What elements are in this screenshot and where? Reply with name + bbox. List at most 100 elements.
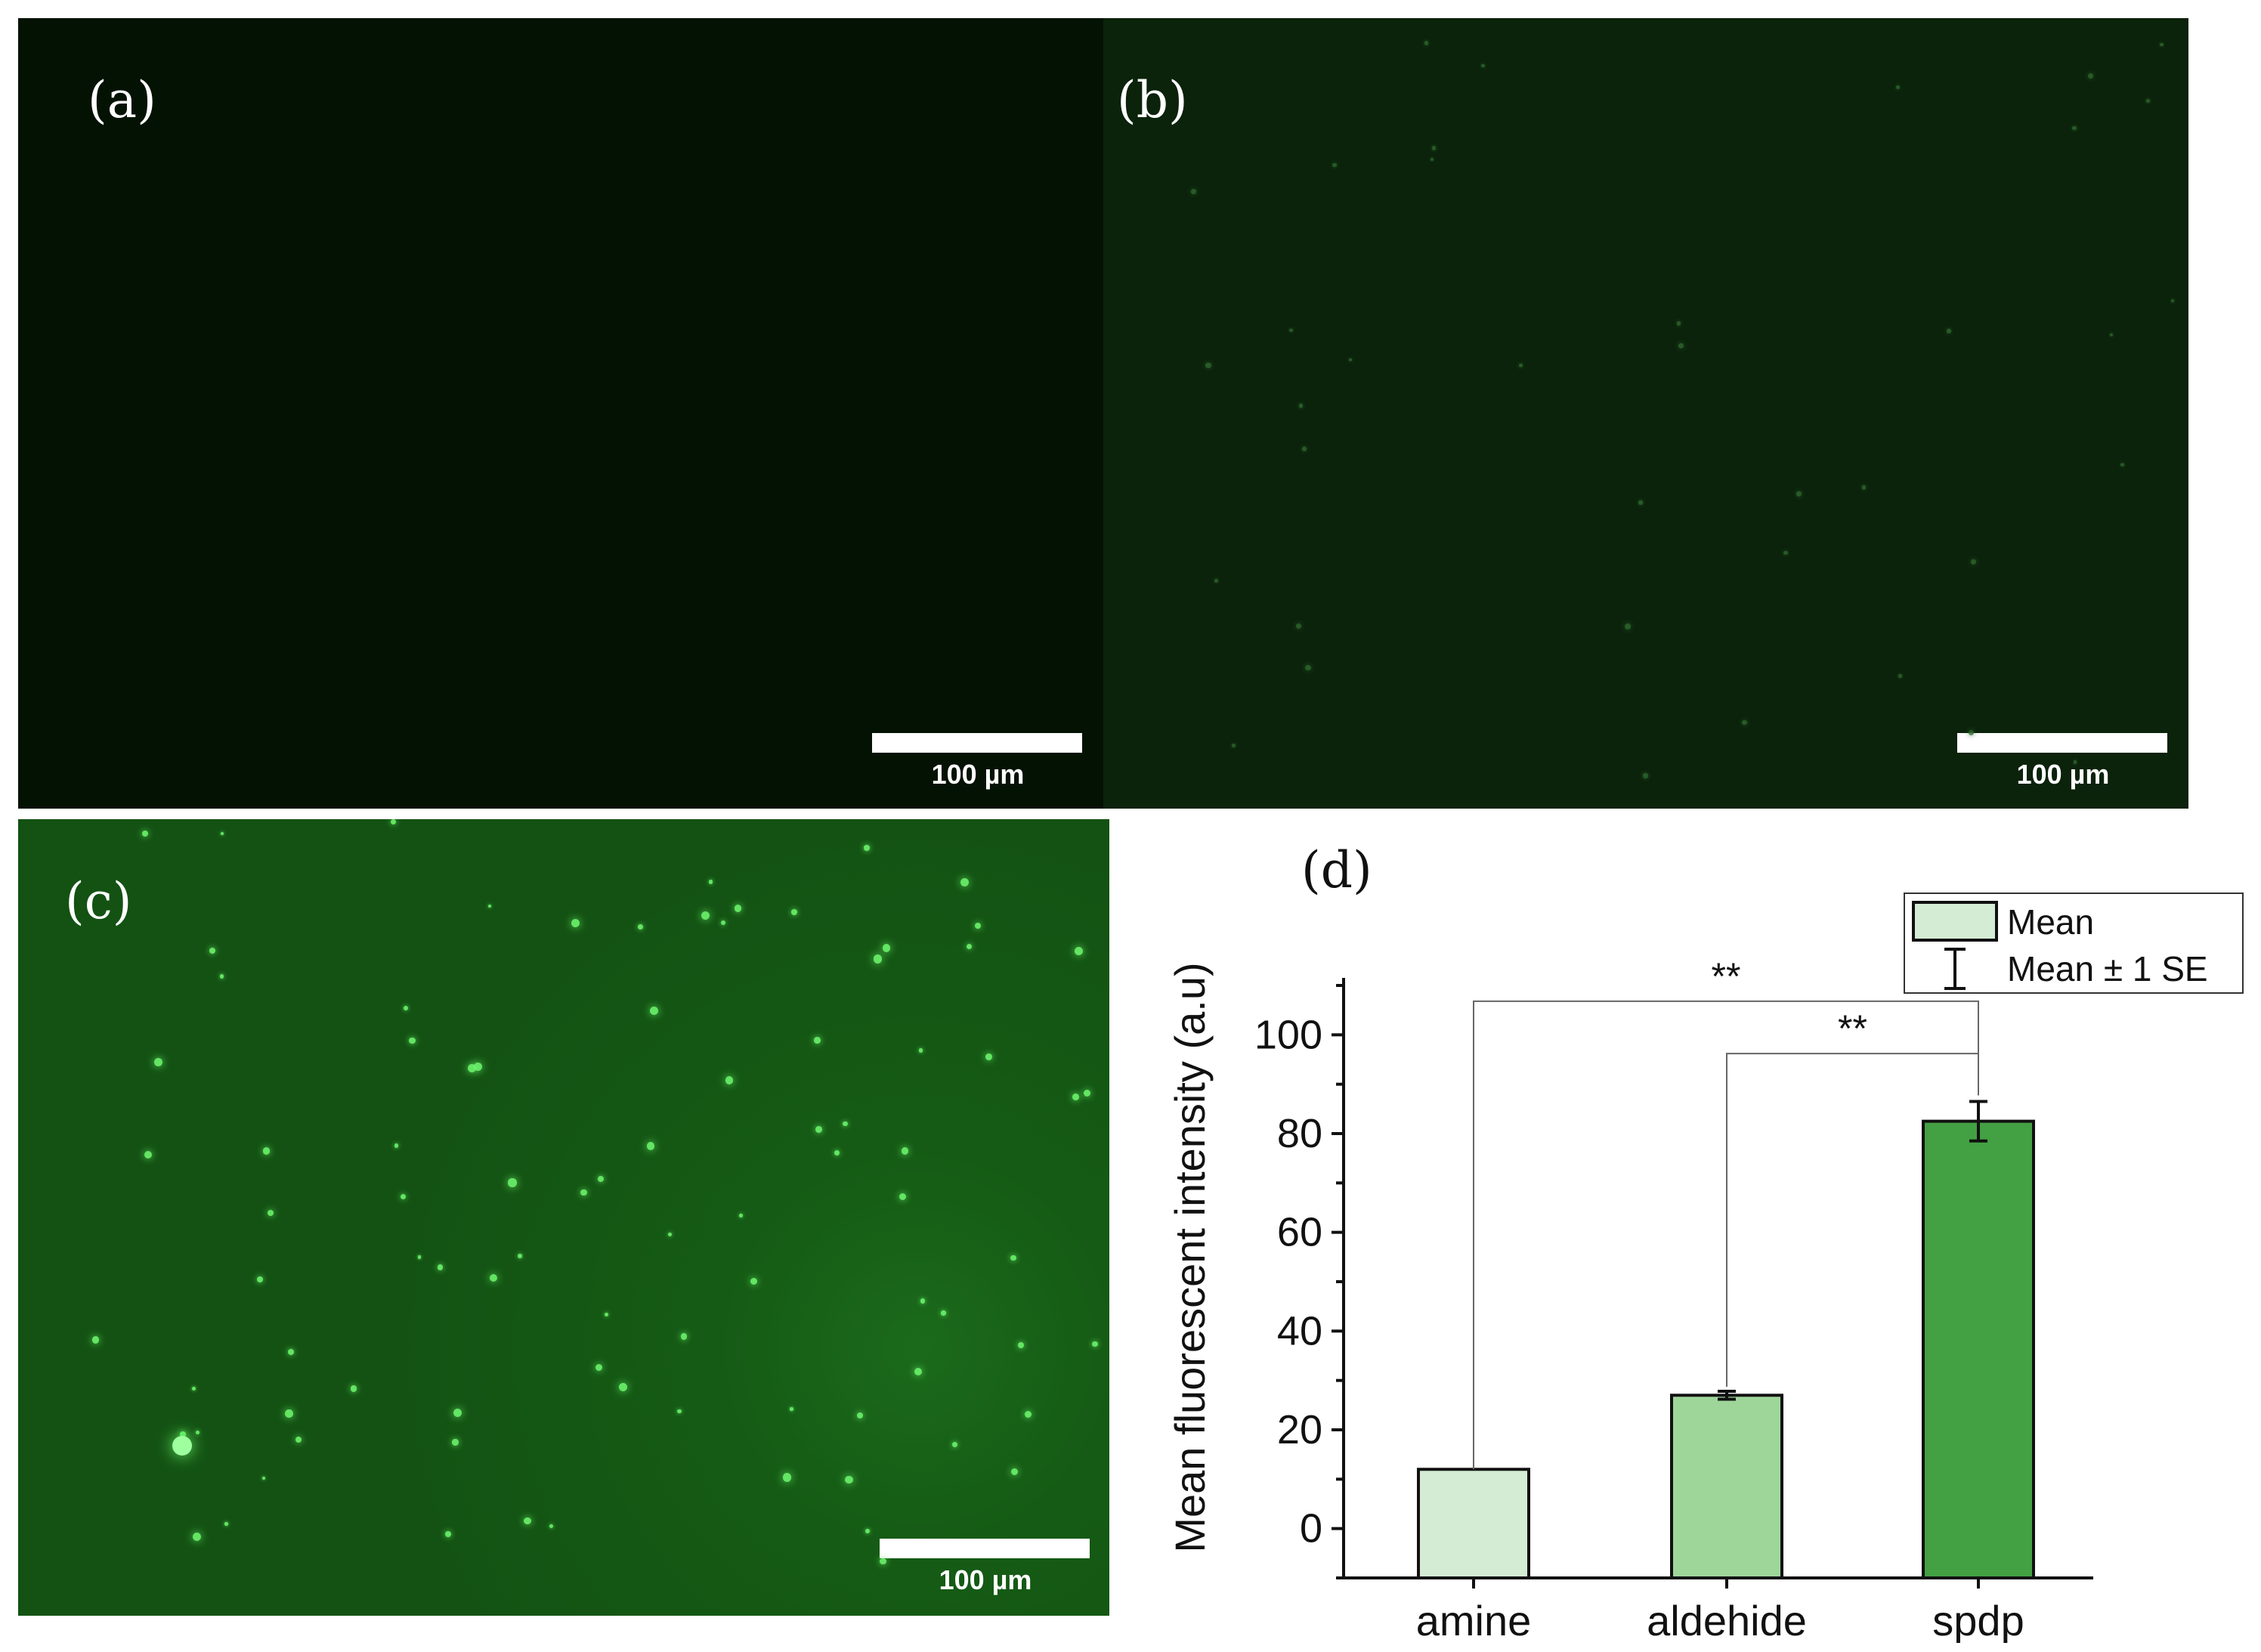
- fluorescent-spot: [1302, 447, 1307, 451]
- fluorescent-spot: [417, 1255, 421, 1259]
- x-tick-label-amine: amine: [1416, 1597, 1532, 1643]
- fluorescent-spot: [1349, 357, 1353, 361]
- legend-label-mean: Mean: [2007, 902, 2094, 942]
- x-tick-label-aldehide: aldehide: [1647, 1597, 1807, 1643]
- fluorescent-spot: [1432, 146, 1437, 150]
- scale-label-b: 100 µm: [2016, 759, 2110, 790]
- fluorescent-spot: [2145, 99, 2150, 103]
- fluorescent-spot: [2072, 125, 2077, 131]
- legend-swatch-mean: [1912, 901, 1998, 942]
- fluorescent-spot: [1305, 664, 1311, 671]
- fluorescent-spot: [524, 1517, 532, 1525]
- fluorescent-spot: [91, 1336, 100, 1344]
- fluorescent-spot: [1332, 162, 1337, 168]
- fluorescent-spot: [394, 1143, 399, 1148]
- fluorescent-spot: [192, 1386, 196, 1391]
- scale-label-a: 100 µm: [931, 759, 1025, 790]
- fluorescent-spot: [618, 1382, 627, 1391]
- y-tick-label: 100: [1254, 1012, 1322, 1057]
- scale-bar-a: [872, 733, 1082, 753]
- fluorescent-spot: [444, 1530, 452, 1538]
- fluorescent-spot: [1205, 362, 1211, 368]
- fluorescent-spot: [734, 905, 741, 912]
- fluorescent-spot: [834, 1149, 840, 1155]
- micrograph-panel-b: (b) 100 µm: [1103, 18, 2188, 809]
- fluorescent-spot: [1624, 623, 1631, 630]
- fluorescent-spot: [843, 1121, 849, 1127]
- fluorescent-spot: [295, 1436, 302, 1443]
- fluorescent-spot: [180, 1431, 187, 1438]
- fluorescent-spot: [782, 1473, 792, 1482]
- fluorescent-spot: [638, 923, 644, 930]
- fluorescent-spot: [595, 1363, 602, 1372]
- fluorescent-spot: [1970, 558, 1977, 565]
- fluorescent-spot: [960, 878, 970, 887]
- fluorescent-spot: [864, 845, 870, 851]
- fluorescent-spot: [873, 954, 883, 964]
- legend-errorbar-icon: [1944, 948, 1966, 990]
- fluorescent-spot: [437, 1264, 444, 1270]
- fluorescent-spot: [914, 1367, 922, 1375]
- fluorescent-spot: [1072, 1093, 1079, 1100]
- fluorescent-spot: [487, 904, 491, 908]
- fluorescent-spot: [1678, 342, 1684, 349]
- fluorescent-spot: [1518, 364, 1523, 368]
- y-tick-label: 60: [1277, 1210, 1322, 1255]
- fluorescent-spot: [646, 1142, 655, 1150]
- panel-label-c: (c): [65, 872, 132, 930]
- fluorescent-spot: [1018, 1342, 1025, 1349]
- fluorescent-spot: [1643, 773, 1648, 778]
- fluorescent-spot: [952, 1441, 958, 1447]
- y-axis-label: Mean fluorescent intensity (a.u): [1166, 962, 1214, 1552]
- fluorescent-spot: [899, 1193, 907, 1200]
- fluorescent-spot: [1289, 328, 1293, 333]
- fluorescent-spot: [1025, 1411, 1032, 1418]
- panel-label-d: (d): [1301, 841, 1372, 899]
- fluorescent-spot: [790, 1406, 793, 1411]
- fluorescent-spot: [680, 1333, 688, 1340]
- fluorescent-spot: [1861, 485, 1867, 490]
- fluorescent-spot: [1092, 1341, 1098, 1347]
- fluorescent-spot: [845, 1475, 853, 1483]
- fluorescent-spot: [1424, 41, 1429, 45]
- fluorescent-spot: [605, 1312, 609, 1316]
- bar-aldehide: [1670, 1394, 1783, 1579]
- fluorescent-spot: [856, 1412, 863, 1418]
- fluorescent-spot: [941, 1310, 946, 1316]
- fluorescent-spot: [598, 1176, 605, 1183]
- fluorescent-spot: [467, 1063, 476, 1072]
- significance-brackets: ** **: [1473, 955, 1979, 1470]
- fluorescent-spot: [267, 1209, 274, 1217]
- fluorescent-spot: [920, 1298, 926, 1304]
- legend-label-se: Mean ± 1 SE: [2007, 949, 2208, 988]
- y-tick-label: 80: [1277, 1111, 1322, 1156]
- fluorescent-spot: [1676, 321, 1681, 326]
- fluorescent-spot: [517, 1254, 522, 1259]
- fluorescent-spot: [2109, 333, 2113, 336]
- fluorescent-spot: [580, 1189, 587, 1196]
- chart-error-bars: [1718, 1100, 1987, 1401]
- fluorescent-spot: [141, 830, 149, 837]
- fluorescent-spot: [224, 1522, 228, 1526]
- fluorescent-spot: [985, 1053, 993, 1061]
- fluorescent-spot: [650, 1006, 658, 1015]
- fluorescent-spot: [489, 1273, 498, 1282]
- fluorescent-spot: [261, 1477, 266, 1480]
- bar-amine: [1417, 1468, 1530, 1579]
- fluorescent-spot: [1298, 403, 1304, 408]
- fluorescent-spot: [508, 1178, 517, 1187]
- micrograph-panel-c: (c) 100 µm: [18, 819, 1109, 1616]
- significance-label: **: [1838, 1007, 1867, 1050]
- fluorescent-spot: [209, 947, 216, 954]
- fluorescent-spot: [285, 1409, 293, 1418]
- fluorescent-spot: [144, 1151, 153, 1159]
- fluorescent-spot: [1010, 1468, 1019, 1476]
- fluorescent-spot: [219, 974, 224, 979]
- fluorescent-spot: [1481, 63, 1485, 67]
- fluorescent-spot: [815, 1126, 823, 1133]
- fluorescent-spot: [880, 1558, 887, 1565]
- fluorescent-spot: [154, 1058, 162, 1066]
- fluorescent-spot: [1430, 157, 1434, 162]
- fluorescent-spot: [677, 1409, 682, 1414]
- fluorescent-spot: [1295, 623, 1301, 630]
